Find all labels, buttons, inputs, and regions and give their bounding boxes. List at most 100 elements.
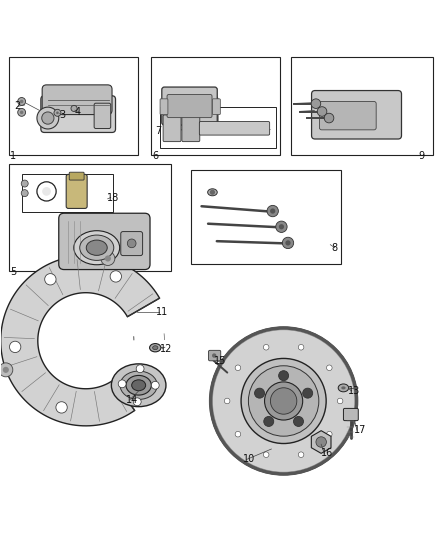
Circle shape (303, 388, 313, 398)
Circle shape (212, 330, 355, 472)
Circle shape (105, 255, 111, 262)
Circle shape (3, 367, 9, 373)
Circle shape (263, 344, 269, 350)
Circle shape (42, 112, 54, 124)
FancyBboxPatch shape (163, 115, 181, 142)
Circle shape (21, 180, 28, 187)
FancyBboxPatch shape (212, 99, 220, 115)
Ellipse shape (150, 344, 161, 352)
Text: 18: 18 (107, 192, 120, 203)
Ellipse shape (86, 240, 107, 255)
FancyBboxPatch shape (199, 122, 270, 135)
Text: 2: 2 (14, 101, 21, 111)
Circle shape (324, 113, 334, 123)
Circle shape (337, 398, 343, 404)
Circle shape (110, 271, 121, 282)
Ellipse shape (152, 346, 158, 350)
FancyBboxPatch shape (319, 101, 376, 130)
Polygon shape (1, 256, 159, 426)
Text: 13: 13 (348, 386, 360, 396)
Bar (21, 174, 113, 212)
FancyBboxPatch shape (311, 91, 402, 139)
Text: 4: 4 (75, 107, 81, 117)
Text: 1: 1 (11, 151, 16, 161)
Circle shape (151, 381, 159, 389)
Circle shape (118, 380, 126, 387)
FancyBboxPatch shape (343, 408, 358, 421)
Circle shape (248, 366, 319, 436)
FancyBboxPatch shape (59, 213, 150, 270)
Circle shape (20, 100, 23, 103)
Ellipse shape (111, 364, 166, 407)
Circle shape (276, 221, 287, 232)
FancyBboxPatch shape (121, 231, 143, 256)
Circle shape (127, 239, 136, 248)
Bar (151, 57, 280, 155)
Circle shape (311, 99, 321, 108)
Circle shape (56, 111, 59, 114)
Text: 17: 17 (353, 425, 366, 435)
Ellipse shape (74, 231, 120, 265)
Bar (10, 57, 138, 155)
Text: 14: 14 (127, 394, 139, 405)
Circle shape (279, 370, 289, 381)
Text: 7: 7 (155, 126, 161, 136)
Ellipse shape (126, 375, 151, 395)
Text: 10: 10 (243, 455, 255, 464)
Text: 16: 16 (321, 448, 333, 458)
Circle shape (212, 353, 216, 358)
Circle shape (54, 109, 61, 116)
Bar (10, 164, 171, 271)
Circle shape (0, 363, 13, 377)
Ellipse shape (132, 380, 146, 391)
FancyBboxPatch shape (42, 85, 112, 115)
Circle shape (235, 431, 241, 437)
Circle shape (37, 107, 59, 129)
FancyBboxPatch shape (69, 172, 84, 180)
Circle shape (18, 98, 25, 106)
Circle shape (10, 341, 21, 353)
Circle shape (326, 431, 332, 437)
Circle shape (241, 358, 326, 443)
Circle shape (210, 328, 357, 474)
FancyBboxPatch shape (66, 174, 87, 208)
Text: 15: 15 (214, 356, 226, 366)
Bar (291, 57, 433, 155)
Circle shape (270, 208, 276, 214)
Circle shape (235, 365, 241, 370)
Ellipse shape (120, 371, 157, 399)
Ellipse shape (80, 235, 114, 261)
FancyBboxPatch shape (94, 103, 111, 128)
FancyBboxPatch shape (167, 94, 212, 118)
FancyBboxPatch shape (160, 99, 168, 115)
Circle shape (279, 224, 284, 229)
Ellipse shape (208, 189, 217, 196)
Circle shape (254, 388, 265, 398)
Circle shape (267, 205, 279, 217)
Circle shape (18, 108, 25, 116)
Circle shape (326, 365, 332, 370)
Circle shape (71, 106, 77, 111)
Bar (160, 107, 276, 148)
Text: 8: 8 (331, 243, 337, 253)
Ellipse shape (338, 384, 349, 392)
Circle shape (45, 273, 56, 285)
Circle shape (298, 452, 304, 457)
Text: 5: 5 (11, 267, 17, 277)
Circle shape (136, 365, 144, 373)
Circle shape (56, 402, 67, 413)
Ellipse shape (341, 386, 346, 390)
Circle shape (210, 190, 215, 195)
Text: 11: 11 (155, 308, 168, 317)
Circle shape (20, 111, 23, 114)
FancyBboxPatch shape (208, 350, 221, 361)
Circle shape (298, 344, 304, 350)
Circle shape (101, 252, 115, 265)
Text: 9: 9 (418, 151, 424, 161)
Circle shape (283, 237, 293, 248)
Circle shape (264, 416, 274, 426)
Circle shape (293, 416, 304, 426)
FancyBboxPatch shape (41, 96, 116, 133)
Circle shape (286, 240, 290, 246)
Circle shape (21, 190, 28, 197)
